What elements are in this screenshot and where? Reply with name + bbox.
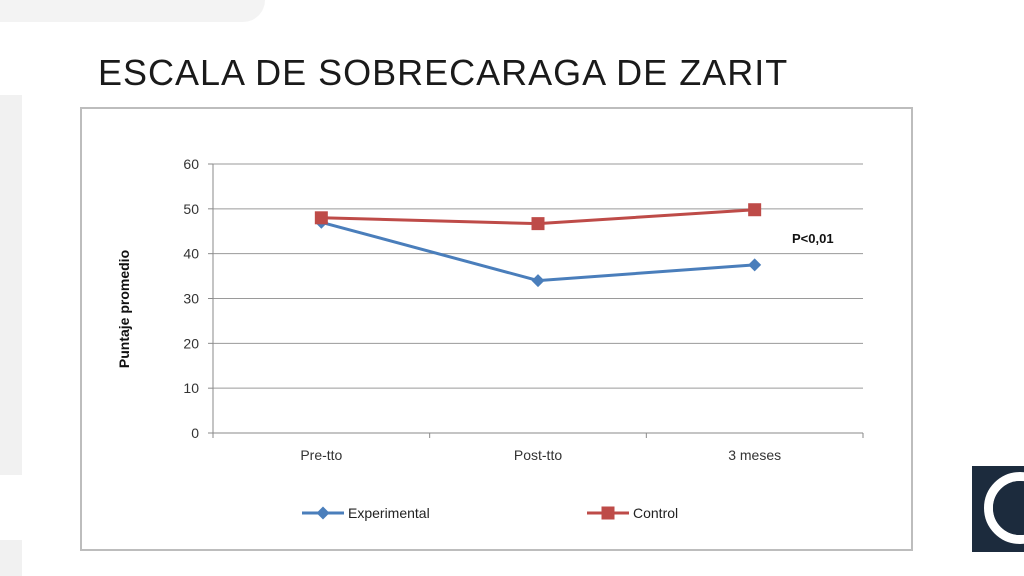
x-tick-label: Pre-tto — [300, 447, 342, 463]
annotation-p-value: P<0,01 — [792, 231, 834, 246]
y-tick-label: 60 — [183, 156, 199, 172]
background-shape-left-bottom — [0, 540, 22, 576]
y-tick-label: 20 — [183, 335, 199, 351]
data-point-experimental — [531, 274, 545, 288]
y-tick-label: 0 — [191, 425, 199, 441]
series-layer — [314, 203, 762, 288]
slide-title: ESCALA DE SOBRECARAGA DE ZARIT — [98, 52, 789, 93]
series-line-experimental — [320, 220, 755, 283]
line-chart: 0 10 20 30 40 50 60 Pre-tto Post-tto 3 meses Punt… — [116, 156, 864, 521]
legend: Experimental Control — [302, 505, 678, 521]
data-point-experimental — [748, 258, 762, 272]
legend-marker-control — [601, 506, 615, 520]
y-axis-title: Puntaje promedio — [116, 250, 132, 368]
x-tick-label: Post-tto — [514, 447, 562, 463]
x-tick-label: 3 meses — [728, 447, 781, 463]
y-tick-label: 10 — [183, 380, 199, 396]
circle-logo-icon — [984, 472, 1024, 544]
legend-label-experimental: Experimental — [348, 505, 430, 521]
data-point-control — [748, 203, 762, 217]
y-tick-label: 30 — [183, 291, 199, 307]
background-shape-top — [0, 0, 265, 22]
data-point-control — [314, 211, 328, 225]
y-tick-label: 40 — [183, 246, 199, 262]
data-point-control — [531, 217, 545, 231]
axes: 0 10 20 30 40 50 60 Pre-tto Post-tto 3 meses — [183, 156, 864, 463]
background-shape-left — [0, 95, 22, 475]
chart-frame: 0 10 20 30 40 50 60 Pre-tto Post-tto 3 meses Punt… — [80, 107, 913, 551]
brand-logo — [970, 466, 1024, 552]
legend-marker-experimental — [316, 506, 330, 520]
y-tick-label: 50 — [183, 201, 199, 217]
gridlines — [213, 163, 863, 389]
legend-label-control: Control — [633, 505, 678, 521]
